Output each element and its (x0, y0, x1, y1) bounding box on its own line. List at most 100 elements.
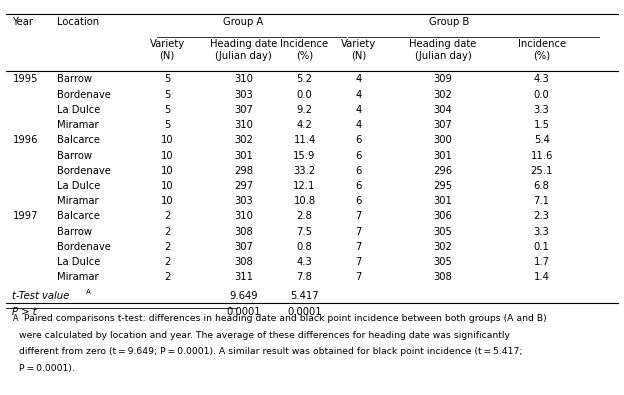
Text: 305: 305 (434, 227, 452, 237)
Text: 2: 2 (164, 272, 170, 282)
Text: 2: 2 (164, 227, 170, 237)
Text: 6.8: 6.8 (534, 181, 550, 191)
Text: Bordenave: Bordenave (57, 90, 111, 100)
Text: A: A (86, 289, 91, 295)
Text: Miramar: Miramar (57, 196, 99, 206)
Text: 7.5: 7.5 (296, 227, 313, 237)
Text: 310: 310 (234, 211, 253, 221)
Text: 9.2: 9.2 (296, 105, 313, 115)
Text: 0.8: 0.8 (296, 242, 313, 252)
Text: 303: 303 (234, 90, 253, 100)
Text: 302: 302 (234, 135, 253, 145)
Text: 306: 306 (434, 211, 452, 221)
Text: 4.3: 4.3 (296, 257, 313, 267)
Text: Bordenave: Bordenave (57, 166, 111, 176)
Text: 301: 301 (234, 150, 253, 160)
Text: La Dulce: La Dulce (57, 181, 101, 191)
Text: 1997: 1997 (12, 211, 38, 221)
Text: 33.2: 33.2 (293, 166, 316, 176)
Text: 6: 6 (356, 135, 362, 145)
Text: 3.3: 3.3 (534, 105, 550, 115)
Text: 7: 7 (356, 211, 362, 221)
Text: 9.649: 9.649 (229, 292, 258, 301)
Text: 10: 10 (161, 166, 173, 176)
Text: 0.0: 0.0 (296, 90, 313, 100)
Text: 11.4: 11.4 (293, 135, 316, 145)
Text: 1996: 1996 (12, 135, 38, 145)
Text: 5.417: 5.417 (290, 292, 319, 301)
Text: Paired comparisons t-test: differences in heading date and black point incidence: Paired comparisons t-test: differences i… (24, 314, 547, 323)
Text: different from zero (t = 9.649; P = 0.0001). A similar result was obtained for b: different from zero (t = 9.649; P = 0.00… (19, 347, 522, 356)
Text: 11.6: 11.6 (530, 150, 553, 160)
Text: Miramar: Miramar (57, 272, 99, 282)
Text: 2: 2 (164, 257, 170, 267)
Text: 2: 2 (164, 211, 170, 221)
Text: 7: 7 (356, 257, 362, 267)
Text: 307: 307 (434, 120, 452, 130)
Text: A: A (12, 314, 18, 323)
Text: 2: 2 (164, 242, 170, 252)
Text: 304: 304 (434, 105, 452, 115)
Text: 309: 309 (434, 75, 452, 85)
Text: 5: 5 (164, 120, 170, 130)
Text: 5: 5 (164, 75, 170, 85)
Text: Balcarce: Balcarce (57, 135, 100, 145)
Text: Variety
(N): Variety (N) (150, 39, 185, 61)
Text: 303: 303 (234, 196, 253, 206)
Text: 5: 5 (164, 90, 170, 100)
Text: 297: 297 (234, 181, 253, 191)
Text: 301: 301 (434, 150, 452, 160)
Text: 7: 7 (356, 272, 362, 282)
Text: 301: 301 (434, 196, 452, 206)
Text: 6: 6 (356, 150, 362, 160)
Text: Incidence
(%): Incidence (%) (280, 39, 329, 61)
Text: 311: 311 (234, 272, 253, 282)
Text: Barrow: Barrow (57, 75, 92, 85)
Text: 10: 10 (161, 181, 173, 191)
Text: 308: 308 (434, 272, 452, 282)
Text: 10: 10 (161, 135, 173, 145)
Text: Location: Location (57, 17, 100, 27)
Text: 0.0001: 0.0001 (226, 307, 261, 317)
Text: Bordenave: Bordenave (57, 242, 111, 252)
Text: P = 0.0001).: P = 0.0001). (19, 364, 74, 373)
Text: 308: 308 (234, 257, 253, 267)
Text: 7.8: 7.8 (296, 272, 313, 282)
Text: P > t: P > t (12, 307, 37, 317)
Text: 12.1: 12.1 (293, 181, 316, 191)
Text: 6: 6 (356, 196, 362, 206)
Text: t-Test value: t-Test value (12, 292, 70, 301)
Text: 4.3: 4.3 (534, 75, 550, 85)
Text: 295: 295 (434, 181, 452, 191)
Text: 5.2: 5.2 (296, 75, 313, 85)
Text: 3.3: 3.3 (534, 227, 550, 237)
Text: Heading date
(Julian day): Heading date (Julian day) (409, 39, 477, 61)
Text: 2.3: 2.3 (534, 211, 550, 221)
Text: 10.8: 10.8 (293, 196, 316, 206)
Text: 4: 4 (356, 105, 362, 115)
Text: La Dulce: La Dulce (57, 105, 101, 115)
Text: 310: 310 (234, 75, 253, 85)
Text: Miramar: Miramar (57, 120, 99, 130)
Text: 300: 300 (434, 135, 452, 145)
Text: 298: 298 (234, 166, 253, 176)
Text: 15.9: 15.9 (293, 150, 316, 160)
Text: Barrow: Barrow (57, 150, 92, 160)
Text: 302: 302 (434, 90, 452, 100)
Text: Balcarce: Balcarce (57, 211, 100, 221)
Text: 1.4: 1.4 (534, 272, 550, 282)
Text: 2.8: 2.8 (296, 211, 313, 221)
Text: 6: 6 (356, 181, 362, 191)
Text: 0.0001: 0.0001 (287, 307, 322, 317)
Text: 1995: 1995 (12, 75, 38, 85)
Text: 5: 5 (164, 105, 170, 115)
Text: Group A: Group A (223, 17, 263, 27)
Text: 1.7: 1.7 (534, 257, 550, 267)
Text: 307: 307 (234, 105, 253, 115)
Text: Barrow: Barrow (57, 227, 92, 237)
Text: 0.1: 0.1 (534, 242, 550, 252)
Text: 307: 307 (234, 242, 253, 252)
Text: Year: Year (12, 17, 34, 27)
Text: 0.0: 0.0 (534, 90, 550, 100)
Text: Heading date
(Julian day): Heading date (Julian day) (210, 39, 277, 61)
